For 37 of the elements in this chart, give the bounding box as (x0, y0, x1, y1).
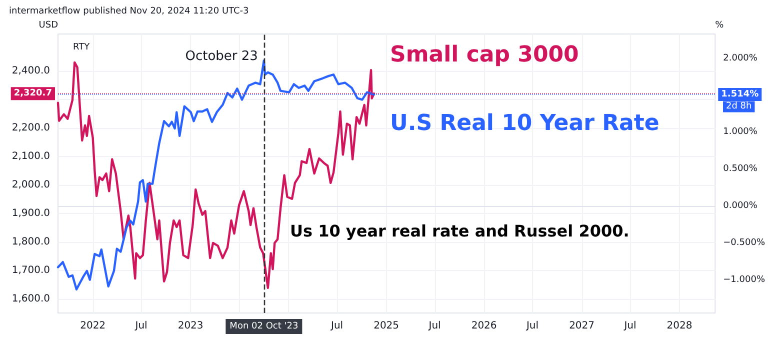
y-axis-title: USD (38, 20, 58, 30)
ref-line-label: October 23 (185, 49, 258, 64)
y-tick-label: 1,900.0 (12, 208, 50, 219)
x-tick-label: 2023 (178, 320, 204, 332)
y-tick-label: 1,700.0 (12, 264, 50, 276)
ref-line-label: 1.514% (721, 90, 759, 100)
series-label: Small cap 3000 (390, 42, 579, 68)
y2-axis-title: % (715, 20, 724, 30)
y-tick-label: 2,400.0 (12, 66, 50, 77)
x-tick-label: 2025 (374, 320, 400, 332)
y2-tick-label: −1.000% (723, 274, 766, 285)
chart-title: intermarketflow published Nov 20, 2024 11:20 UTC-3 (9, 6, 249, 16)
x-tick-label: 2022 (80, 320, 106, 332)
y2-tick-label: 2.000% (723, 53, 758, 64)
text: 2d 8h (726, 102, 752, 112)
x-tick-label: Jul (330, 320, 344, 332)
x-tick-label: Jul (134, 320, 148, 332)
y2-tick-label: 0.500% (723, 164, 758, 174)
y-tick-label: 2,200.0 (12, 122, 50, 134)
y2-tick-label: 0.000% (723, 200, 758, 211)
text: RTY (73, 42, 90, 52)
ref-line-label: 2,320.7 (14, 88, 52, 99)
x-tick-label: 2026 (471, 320, 497, 332)
x-tick-label: Jul (525, 320, 539, 332)
y-tick-label: 2,000.0 (12, 179, 50, 190)
y2-tick-label: 1.000% (723, 127, 758, 138)
series-label: U.S Real 10 Year Rate (390, 111, 660, 136)
y2-tick-label: −0.500% (723, 238, 766, 248)
x-tick-label: Jul (623, 320, 636, 332)
x-tick-label: Jul (428, 320, 441, 332)
y-tick-label: 2,100.0 (12, 150, 50, 162)
y-tick-label: 1,600.0 (12, 293, 50, 304)
x-tick-label: 2028 (666, 320, 692, 332)
text: Mon 02 Oct '23 (230, 322, 298, 332)
y-tick-label: 1,800.0 (12, 236, 50, 248)
annotation: Us 10 year real rate and Russel 2000. (290, 222, 630, 240)
x-tick-label: 2027 (569, 320, 595, 332)
